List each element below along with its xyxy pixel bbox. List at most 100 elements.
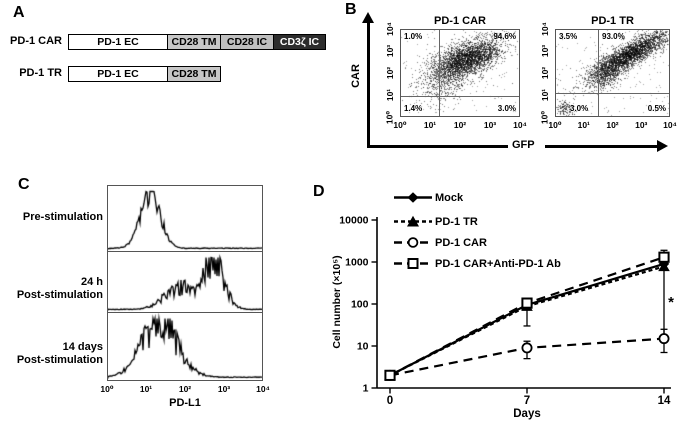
marker-square xyxy=(384,369,396,381)
flow-x-tick-label: 10² xyxy=(606,120,619,130)
flow-y-tick-label: 10⁰ xyxy=(539,110,550,125)
histogram-row-label-pre: Pre-stimulation xyxy=(0,211,103,224)
legend-item-mock: Mock xyxy=(394,190,463,205)
domain-cd3zeta-ic: CD3ζ IC xyxy=(273,34,326,50)
quadrant-percent-lower-left: 1.4% xyxy=(404,104,423,113)
histogram-row-label-line: Pre-stimulation xyxy=(22,211,103,223)
domain-cd28-tm: CD28 TM xyxy=(167,34,221,50)
gfp-axis-line-left xyxy=(367,145,508,148)
legend-marker-mock-icon xyxy=(394,192,432,203)
pdl1-x-tick-label: 10⁴ xyxy=(256,384,270,394)
car-axis-arrowhead-icon xyxy=(362,12,374,23)
legend-marker-pd1-tr-icon xyxy=(394,215,432,227)
marker-square xyxy=(658,251,670,263)
y-tick-label: 10000 xyxy=(339,215,368,227)
histogram-row-label-line: Post-stimulation xyxy=(16,354,103,366)
x-axis-title: Days xyxy=(513,408,541,420)
flow-y-tick-label: 10³ xyxy=(385,44,395,58)
construct-name-pd1-tr: PD-1 TR xyxy=(19,67,62,79)
panel-a-label: A xyxy=(13,4,25,21)
legend-item-pd1-tr: PD-1 TR xyxy=(394,214,478,229)
gfp-axis-line-right xyxy=(545,145,658,148)
flow-x-tick-label: 10¹ xyxy=(423,120,437,130)
flow-y-tick-label: 10⁴ xyxy=(540,22,550,36)
quadrant-gate-horizontal xyxy=(556,93,669,95)
histogram-pre-stimulation xyxy=(107,185,263,252)
flow-y-tick-label: 10⁴ xyxy=(385,22,395,36)
flow-y-tick-label: 10³ xyxy=(540,44,550,58)
flow-y-tick-label: 10¹ xyxy=(540,88,550,102)
legend-label: PD-1 TR xyxy=(435,215,478,228)
flow-y-tick-label: 10¹ xyxy=(385,88,395,102)
legend-marker-pd1-car-icon xyxy=(394,237,432,248)
car-axis-label: CAR xyxy=(350,64,362,88)
flow-x-tick-label: 10⁴ xyxy=(663,120,677,130)
quadrant-gate-horizontal xyxy=(401,95,519,97)
flow-x-tick-label: 10⁴ xyxy=(513,120,527,130)
legend-item-pd1-car-anti-pd1: PD-1 CAR+Anti-PD-1 Ab xyxy=(394,256,561,271)
pdl1-x-tick-label: 10² xyxy=(178,384,192,394)
marker-square xyxy=(521,297,533,309)
flow-dotplot-canvas xyxy=(401,30,519,116)
significance-asterisk: * xyxy=(668,294,674,311)
flow-x-tick-label: 10³ xyxy=(483,120,497,130)
histogram-row-label-line: Post-stimulation xyxy=(16,289,103,301)
y-tick-label: 1 xyxy=(363,383,369,395)
histogram-canvas xyxy=(108,252,262,312)
panel-d-label: D xyxy=(313,183,325,200)
flow-plot-pd1-car: 1.0% 94.6% 1.4% 3.0% xyxy=(400,29,520,117)
marker-triangle xyxy=(658,261,670,272)
domain-cd28-tm: CD28 TM xyxy=(167,66,221,82)
flow-plot-pd1-tr: 3.5% 93.0% 3.0% 0.5% xyxy=(555,29,670,117)
pdl1-x-tick-label: 10³ xyxy=(217,384,231,394)
histogram-row-label-24h: 24 h Post-stimulation xyxy=(0,276,103,302)
flow-x-tick-label: 10³ xyxy=(635,120,648,130)
flow-plot-title-car: PD-1 CAR xyxy=(434,15,486,27)
y-tick-label: 1000 xyxy=(345,257,369,269)
y-axis-title: Cell number (×10⁵) xyxy=(331,255,343,348)
flow-x-tick-label: 10² xyxy=(453,120,467,130)
pdl1-x-tick-label: 10¹ xyxy=(139,384,153,394)
flow-x-tick-label: 10⁰ xyxy=(548,120,562,130)
pdl1-x-tick-label: 10⁰ xyxy=(100,384,114,394)
histogram-canvas xyxy=(108,186,262,251)
quadrant-percent-upper-right: 94.6% xyxy=(493,32,516,41)
legend-label: PD-1 CAR xyxy=(435,236,487,249)
domain-pd1-ec: PD-1 EC xyxy=(68,34,168,50)
quadrant-percent-lower-right: 0.5% xyxy=(647,104,666,113)
domain-cd28-ic: CD28 IC xyxy=(220,34,274,50)
y-tick-label: 100 xyxy=(351,299,369,311)
construct-bar-pd1-car: PD-1 EC CD28 TM CD28 IC CD3ζ IC xyxy=(68,34,326,50)
legend-label: PD-1 CAR+Anti-PD-1 Ab xyxy=(435,257,561,270)
x-tick-label: 0 xyxy=(387,395,393,407)
marker-circle xyxy=(658,333,670,345)
marker-circle xyxy=(521,342,533,354)
panel-c-label: C xyxy=(18,176,30,193)
histogram-row-label-14d: 14 days Post-stimulation xyxy=(0,341,103,367)
gfp-axis-label: GFP xyxy=(512,139,535,151)
histogram-row-label-line: 14 days xyxy=(62,341,103,353)
flow-x-tick-label: 10¹ xyxy=(577,120,590,130)
x-tick-label: 14 xyxy=(658,395,671,407)
flow-x-tick-label: 10⁰ xyxy=(393,120,407,130)
construct-bar-pd1-tr: PD-1 EC CD28 TM xyxy=(68,66,221,82)
legend-item-pd1-car: PD-1 CAR xyxy=(394,235,487,250)
flow-plot-title-tr: PD-1 TR xyxy=(591,15,634,27)
quadrant-percent-upper-left: 3.5% xyxy=(559,32,578,41)
flow-dotplot-canvas xyxy=(556,30,669,116)
car-axis-line xyxy=(367,22,370,146)
quadrant-percent-upper-right: 93.0% xyxy=(602,32,625,41)
quadrant-percent-upper-left: 1.0% xyxy=(404,32,423,41)
legend-marker-pd1-car-ab-icon xyxy=(394,258,432,269)
histogram-24h-post-stimulation xyxy=(107,251,263,313)
gfp-axis-arrowhead-icon xyxy=(657,140,668,152)
quadrant-percent-lower-right: 3.0% xyxy=(497,104,516,113)
flow-y-tick-label: 10² xyxy=(385,66,395,80)
flow-y-tick-label: 10⁰ xyxy=(384,110,395,125)
histogram-canvas xyxy=(108,313,262,380)
x-tick-label: 7 xyxy=(524,395,530,407)
histogram-14d-post-stimulation xyxy=(107,312,263,381)
flow-y-tick-label: 10² xyxy=(540,66,550,80)
panel-b-label: B xyxy=(345,1,357,18)
